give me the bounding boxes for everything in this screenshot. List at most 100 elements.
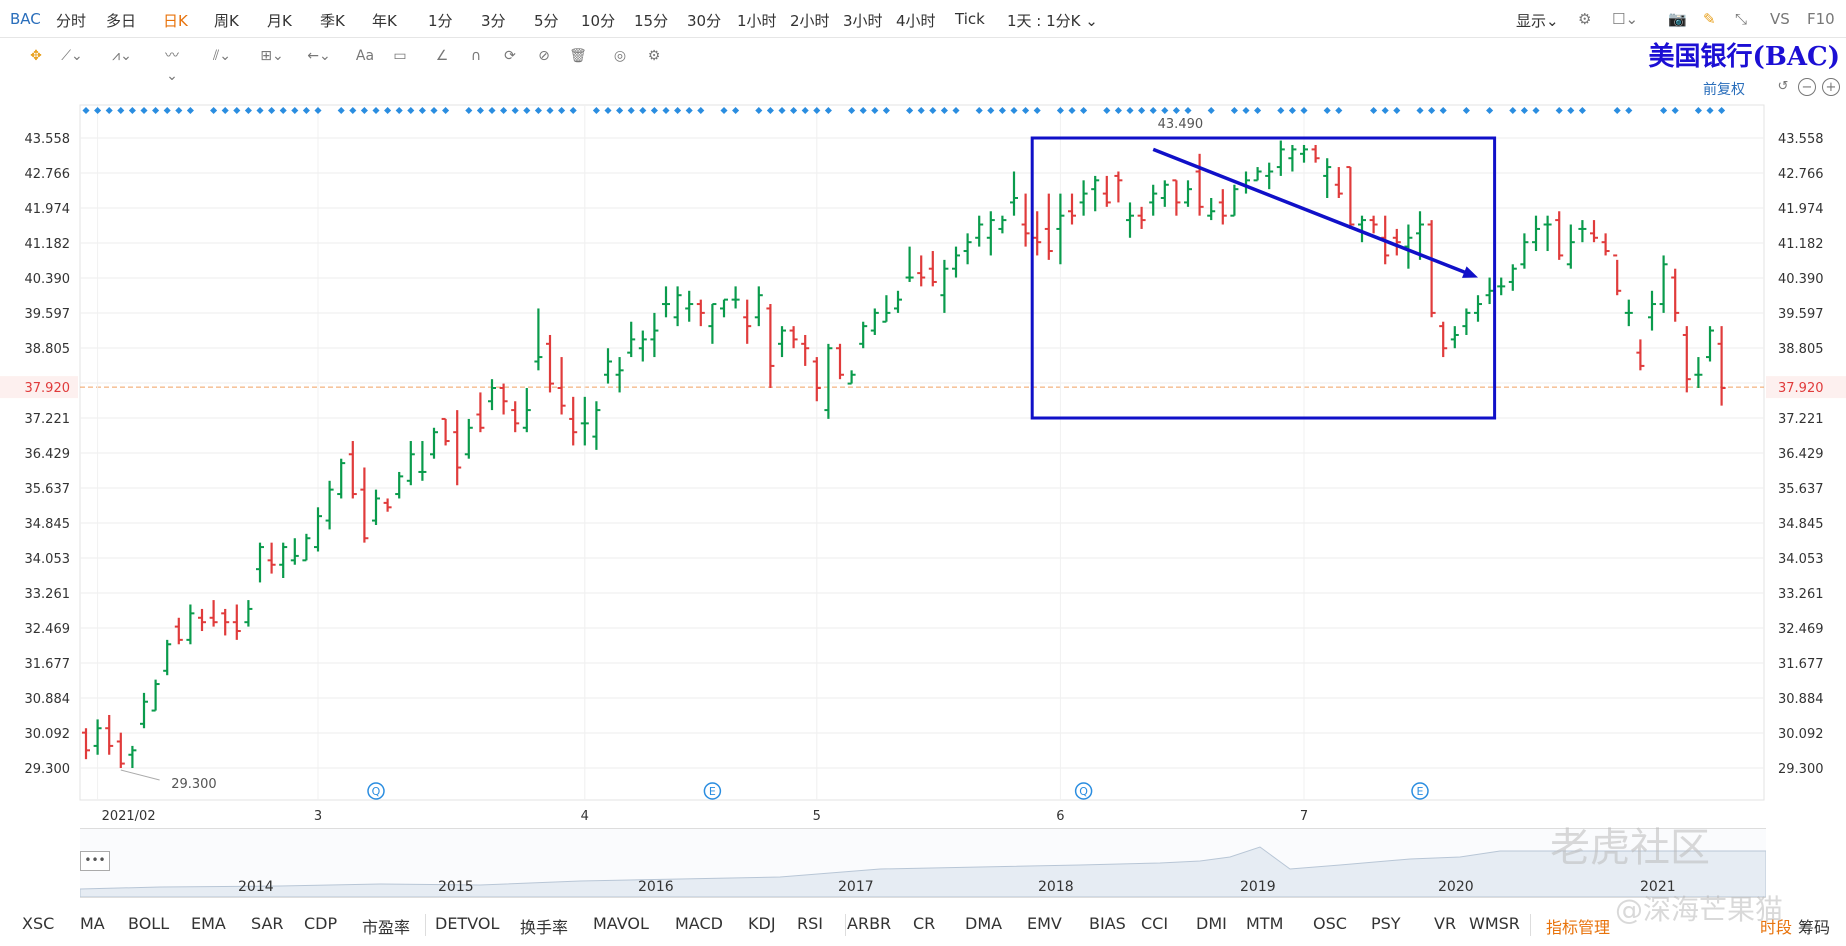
indicator-22[interactable]: PSY: [1371, 914, 1401, 933]
text-tool-icon[interactable]: Aa: [355, 48, 375, 64]
period-select[interactable]: 1天 : 1分K ⌄: [1007, 10, 1098, 31]
indicator-0[interactable]: XSC: [22, 914, 55, 933]
indicator-16[interactable]: EMV: [1027, 914, 1062, 933]
ohlc-bar: [1532, 215, 1540, 252]
ohlc-bar: [1288, 144, 1297, 172]
tab-period-9[interactable]: 5分: [534, 12, 559, 30]
indicator-23[interactable]: VR: [1434, 914, 1457, 933]
period-range-button[interactable]: 时段: [1760, 918, 1793, 937]
indicator-2[interactable]: BOLL: [128, 914, 170, 933]
delete-icon[interactable]: 🗑: [569, 48, 587, 64]
marker-dot: [476, 106, 484, 115]
y-tick-label-right: 34.845: [1778, 517, 1824, 532]
settings-icon[interactable]: ⚙: [647, 48, 661, 64]
tab-period-5[interactable]: 季K: [320, 12, 345, 30]
ohlc-bar: [836, 343, 844, 380]
event-marker[interactable]: [703, 782, 722, 800]
indicator-19[interactable]: DMI: [1196, 914, 1227, 933]
tab-period-10[interactable]: 10分: [581, 12, 616, 30]
collapse-icon[interactable]: ⤡: [1735, 10, 1748, 28]
indicator-12[interactable]: RSI: [797, 914, 823, 933]
compare-icon[interactable]: ◎: [613, 48, 627, 64]
period-toolbar: BAC 分时 多日 日K 周K 月K 季K 年K 1分 3分 5分 10分 15…: [0, 0, 1846, 38]
indicator-18[interactable]: CCI: [1141, 914, 1169, 933]
tab-period-0[interactable]: 分时: [56, 12, 87, 30]
zoom-out-icon[interactable]: −: [1798, 78, 1816, 96]
vs-button[interactable]: VS: [1770, 10, 1790, 28]
marker-dot: [1080, 106, 1088, 115]
wave-tool-icon[interactable]: 〰⌄: [165, 48, 179, 84]
indicator-8[interactable]: 换手率: [520, 918, 569, 937]
zoom-in-icon[interactable]: +: [1822, 78, 1840, 96]
gear-icon[interactable]: ⚙: [1578, 10, 1592, 28]
channel-tool-icon[interactable]: ⩘⌄: [112, 48, 132, 64]
tab-period-7[interactable]: 1分: [428, 12, 453, 30]
max-price-label: 43.490: [1158, 117, 1204, 132]
display-select[interactable]: 显示⌄: [1516, 10, 1559, 31]
indicator-21[interactable]: OSC: [1313, 914, 1347, 933]
note-tool-icon[interactable]: ▭: [393, 48, 407, 64]
measure-tool-icon[interactable]: ⊞⌄: [260, 48, 284, 64]
tab-period-3[interactable]: 周K: [214, 12, 239, 30]
indicator-7[interactable]: DETVOL: [435, 914, 500, 933]
pencil-icon[interactable]: ✎: [1703, 10, 1716, 28]
tab-period-6[interactable]: 年K: [372, 12, 397, 30]
tab-period-8[interactable]: 3分: [481, 12, 506, 30]
symbol-label[interactable]: BAC: [10, 10, 41, 28]
time-navigator[interactable]: ••• 2014 2015 2016 2017 2018 2019 2020 2…: [80, 828, 1766, 898]
indicator-manage-button[interactable]: 指标管理: [1546, 918, 1611, 937]
indicator-1[interactable]: MA: [80, 914, 105, 933]
marker-dot: [813, 106, 821, 115]
ohlc-bar: [476, 392, 485, 433]
tab-period-13[interactable]: 1小时: [737, 12, 777, 30]
tab-period-17[interactable]: Tick: [955, 10, 985, 28]
marker-dot: [604, 106, 612, 115]
tab-period-14[interactable]: 2小时: [790, 12, 830, 30]
hide-icon[interactable]: ⊘: [538, 48, 550, 64]
chip-button[interactable]: 筹码: [1798, 918, 1831, 937]
navigator-area: [80, 846, 1766, 897]
tab-period-16[interactable]: 4小时: [896, 12, 936, 30]
angle-tool-icon[interactable]: ∠: [435, 48, 449, 64]
indicator-15[interactable]: DMA: [965, 914, 1003, 933]
f10-button[interactable]: F10: [1807, 10, 1835, 28]
magnet-icon[interactable]: ∩: [470, 48, 482, 64]
arrow-tool-icon[interactable]: ←⌄: [307, 48, 331, 64]
event-marker[interactable]: [367, 782, 385, 800]
indicator-5[interactable]: CDP: [304, 914, 338, 933]
ohlc-bar: [383, 498, 392, 512]
camera-icon[interactable]: 📷: [1668, 10, 1687, 28]
move-icon[interactable]: ✥: [30, 48, 42, 64]
marker-dot: [859, 106, 867, 115]
reset-icon[interactable]: ↺: [1777, 79, 1789, 94]
tab-period-1[interactable]: 多日: [106, 12, 137, 30]
tab-period-11[interactable]: 15分: [634, 12, 669, 30]
indicator-13[interactable]: ARBR: [847, 914, 892, 933]
fib-tool-icon[interactable]: ⫽⌄: [213, 48, 231, 64]
tab-period-15[interactable]: 3小时: [843, 12, 883, 30]
indicator-11[interactable]: KDJ: [748, 914, 776, 933]
sync-icon[interactable]: ⟳: [504, 48, 516, 64]
navigator-menu-button[interactable]: •••: [80, 851, 110, 871]
indicator-3[interactable]: EMA: [191, 914, 226, 933]
indicator-20[interactable]: MTM: [1246, 914, 1284, 933]
tab-period-4[interactable]: 月K: [267, 12, 292, 30]
price-chart[interactable]: 43.558 42.766 41.974 41.182 40.390 39.597 38.8…: [0, 0, 1846, 828]
layout-icon[interactable]: ☐⌄: [1612, 10, 1639, 28]
indicator-14[interactable]: CR: [913, 914, 936, 933]
indicator-10[interactable]: MACD: [675, 914, 723, 933]
indicator-4[interactable]: SAR: [251, 914, 284, 933]
event-marker[interactable]: [1074, 782, 1093, 800]
adjust-select[interactable]: 前复权: [1703, 82, 1745, 98]
indicator-17[interactable]: BIAS: [1089, 914, 1126, 933]
ohlc-bar: [1242, 171, 1250, 194]
ohlc-bar: [778, 326, 786, 358]
indicator-6[interactable]: 市盈率: [362, 918, 411, 937]
tab-period-2[interactable]: 日K: [163, 12, 188, 30]
line-tool-icon[interactable]: ⟋⌄: [61, 48, 83, 64]
ohlc-bar: [325, 480, 334, 530]
event-marker[interactable]: [1411, 782, 1429, 800]
tab-period-12[interactable]: 30分: [687, 12, 722, 30]
indicator-24[interactable]: WMSR: [1469, 914, 1520, 933]
indicator-9[interactable]: MAVOL: [593, 914, 649, 933]
